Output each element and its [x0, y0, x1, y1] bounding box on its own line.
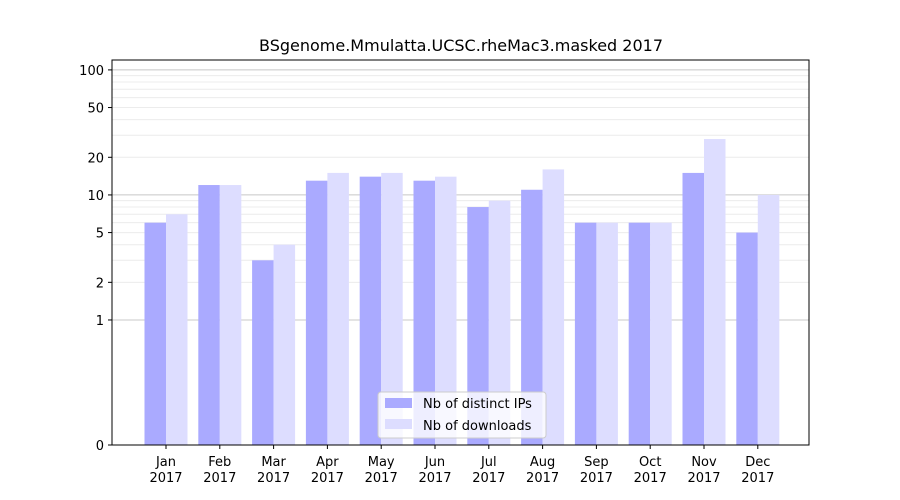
x-tick-label: 2017 — [418, 471, 451, 486]
plot-frame — [111, 59, 810, 446]
bar-downloads — [435, 176, 457, 445]
bar-distinct-ips — [682, 172, 704, 445]
y-tick-label: 2 — [96, 276, 104, 291]
bar-downloads — [327, 172, 349, 445]
legend-swatch-distinct-ips — [385, 398, 412, 408]
x-tick-label: Mar — [261, 455, 286, 470]
legend-label-distinct-ips: Nb of distinct IPs — [423, 397, 532, 412]
x-tick-label: 2017 — [472, 471, 505, 486]
x-tick-label: Nov — [691, 455, 717, 470]
x-tick-label: Jun — [424, 455, 445, 470]
y-tick-label: 0 — [96, 439, 104, 454]
legend: Nb of distinct IPs Nb of downloads — [377, 391, 547, 439]
bar-downloads — [596, 222, 618, 445]
y-tick-label: 10 — [87, 189, 104, 204]
bar-distinct-ips — [252, 260, 274, 445]
bar-downloads — [166, 214, 188, 445]
bar-distinct-ips — [736, 232, 758, 445]
x-tick-label: Aug — [530, 455, 555, 470]
y-axis: 0 1 2 5 10 20 50 100 — [79, 64, 112, 454]
legend-label-downloads: Nb of downloads — [423, 419, 532, 434]
bar-downloads — [381, 172, 403, 445]
bar-distinct-ips — [144, 222, 166, 445]
x-tick-label: Sep — [584, 455, 609, 470]
bars — [144, 139, 780, 445]
x-tick-label: 2017 — [149, 471, 182, 486]
y-tick-label: 5 — [96, 227, 104, 242]
x-tick-label: 2017 — [741, 471, 774, 486]
x-tick-label: 2017 — [311, 471, 344, 486]
x-tick-label: May — [368, 455, 395, 470]
x-tick-label: Dec — [745, 455, 770, 470]
x-tick-label: Jan — [155, 455, 176, 470]
bar-distinct-ips — [198, 185, 220, 445]
x-tick-label: Feb — [208, 455, 231, 470]
bar-distinct-ips — [359, 176, 382, 445]
x-tick-label: Apr — [316, 455, 339, 470]
y-tick-label: 50 — [87, 102, 104, 117]
x-tick-label: Oct — [639, 455, 661, 470]
bar-downloads — [273, 244, 296, 445]
bar-distinct-ips — [574, 222, 597, 445]
bar-distinct-ips — [521, 189, 543, 445]
bar-downloads — [219, 185, 242, 445]
x-tick-label: 2017 — [257, 471, 290, 486]
x-tick-label: 2017 — [580, 471, 613, 486]
x-tick-label: 2017 — [634, 471, 667, 486]
y-tick-label: 100 — [79, 64, 104, 79]
bar-downloads — [650, 222, 672, 445]
x-axis: Jan2017Feb2017Mar2017Apr2017May2017Jun20… — [149, 445, 774, 486]
bar-distinct-ips — [305, 180, 328, 445]
chart-title: BSgenome.Mmulatta.UCSC.rheMac3.masked 20… — [259, 36, 663, 55]
bar-distinct-ips — [467, 207, 489, 445]
x-tick-label: 2017 — [526, 471, 559, 486]
y-tick-label: 1 — [96, 314, 104, 329]
bar-downloads — [488, 200, 511, 445]
legend-frame — [377, 391, 547, 439]
bar-downloads — [542, 169, 565, 445]
bar-distinct-ips — [413, 180, 435, 445]
y-tick-label: 20 — [87, 151, 104, 166]
bar-downloads — [704, 139, 726, 445]
legend-swatch-downloads — [385, 419, 412, 429]
x-tick-label: 2017 — [203, 471, 236, 486]
bar-distinct-ips — [628, 222, 651, 445]
x-tick-label: Jul — [480, 455, 497, 470]
x-tick-label: 2017 — [365, 471, 398, 486]
bar-downloads — [757, 194, 780, 445]
x-tick-label: 2017 — [687, 471, 720, 486]
